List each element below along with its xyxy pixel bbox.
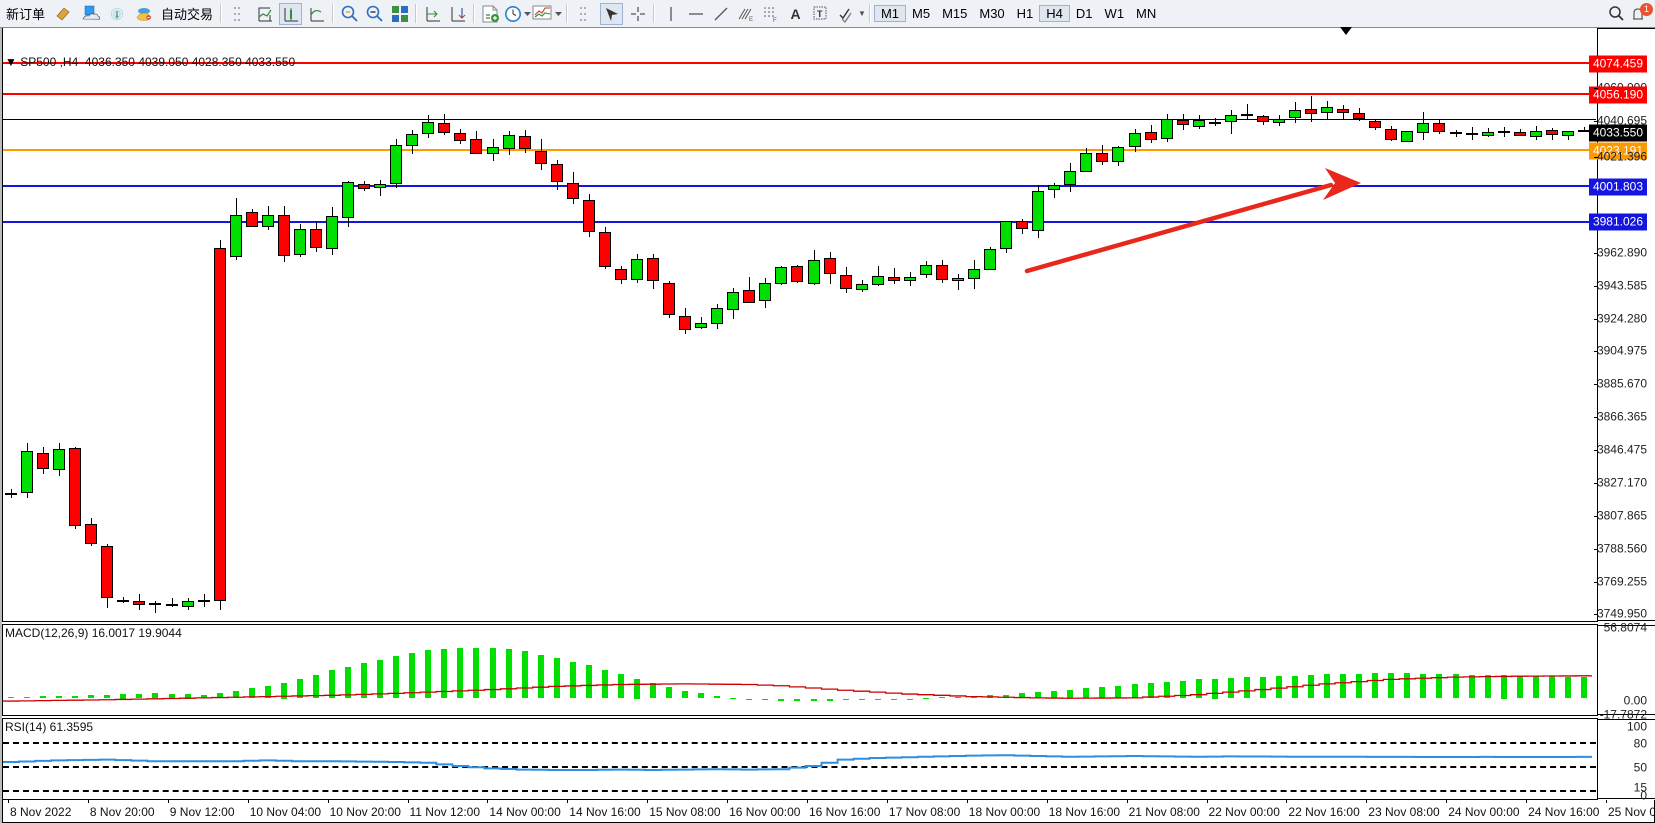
svg-text:F: F (773, 18, 777, 23)
svg-text:E: E (749, 17, 753, 23)
svg-text:T: T (817, 9, 823, 19)
